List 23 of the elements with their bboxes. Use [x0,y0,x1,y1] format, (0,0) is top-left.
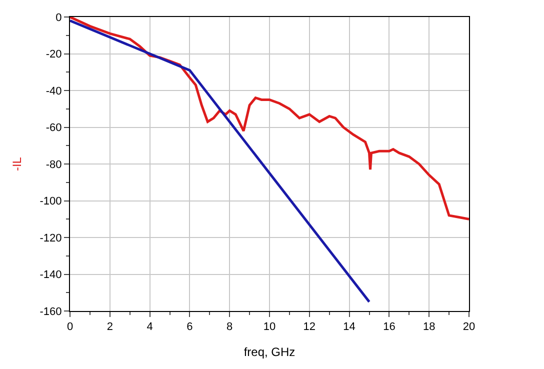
y-tick-label: -100 [40,196,62,208]
y-tick-label: -60 [46,122,62,134]
x-tick-label: 14 [343,321,356,334]
x-tick-label: 8 [226,321,233,334]
x-tick-label: 16 [383,321,396,334]
x-tick-label: 10 [263,321,276,334]
y-tick-label: -140 [40,269,62,282]
y-tick-label: -40 [46,85,62,98]
x-tick-label: 12 [303,321,316,334]
x-tick-label: 2 [106,321,113,334]
y-axis-title: -IL [10,156,24,172]
y-tick-label: -20 [46,48,62,61]
y-tick-label: 0 [56,12,62,24]
x-axis-title: freq, GHz [244,345,296,360]
x-tick-label: 18 [422,321,436,334]
y-tick-label: -160 [40,306,62,318]
x-tick-label: 0 [66,321,74,334]
y-tick-label: -80 [46,158,62,171]
y-tick-label: -120 [40,232,62,244]
x-tick-label: 20 [462,321,476,334]
line-series [70,17,469,220]
x-tick-label: 4 [146,321,153,334]
x-tick-label: 6 [186,321,193,334]
